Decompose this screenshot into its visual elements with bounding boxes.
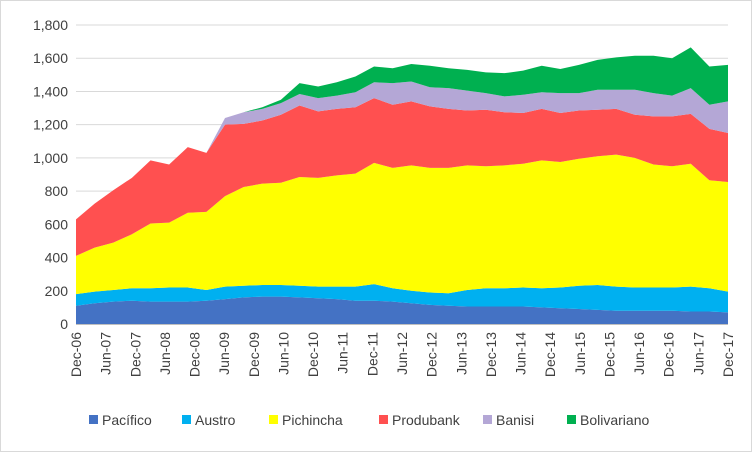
area-produbank <box>76 98 728 256</box>
legend-swatch-bolivariano <box>567 415 576 424</box>
x-tick-label: Dec-11 <box>364 332 380 376</box>
y-tick-label: 1,400 <box>33 83 68 99</box>
x-tick-label: Dec-08 <box>187 332 203 377</box>
x-tick-label: Jun-09 <box>216 332 232 375</box>
y-tick-label: 400 <box>45 250 69 266</box>
legend-label-banisi: Banisi <box>496 412 534 428</box>
legend-swatch-austro <box>182 415 191 424</box>
x-tick-label: Jun-10 <box>275 332 291 375</box>
x-tick-label: Jun-17 <box>690 332 706 375</box>
area-pacifico <box>76 296 728 324</box>
x-tick-label: Dec-07 <box>127 332 143 377</box>
x-tick-labels: Dec-06 Jun-07 Dec-07 Jun-08 Dec-08 Jun-09 Dec-… <box>68 332 736 377</box>
y-tick-label: 1,600 <box>33 50 68 66</box>
x-tick-label: Dec-09 <box>246 332 262 377</box>
x-tick-label: Dec-15 <box>601 332 617 377</box>
legend-swatch-pacifico <box>89 415 98 424</box>
legend: Pacífico Austro Pichincha Produbank Banisi Bo… <box>89 412 649 428</box>
x-tick-label: Jun-08 <box>157 332 173 375</box>
legend-label-bolivariano: Bolivariano <box>580 412 649 428</box>
y-tick-label: 200 <box>45 283 69 299</box>
legend-swatch-produbank <box>379 415 388 424</box>
x-tick-label: Jun-13 <box>453 332 469 375</box>
x-tick-label: Dec-10 <box>305 332 321 377</box>
y-tick-labels: 0 200 400 600 800 1,000 1,200 1,400 1,600 1,800 <box>33 17 68 332</box>
x-tick-label: Jun-11 <box>335 332 351 374</box>
y-tick-label: 800 <box>45 183 69 199</box>
legend-label-pichincha: Pichincha <box>282 412 343 428</box>
x-tick-label: Jun-12 <box>394 332 410 375</box>
x-tick-label: Jun-15 <box>572 332 588 375</box>
y-tick-label: 600 <box>45 216 69 232</box>
x-tick-label: Dec-12 <box>424 332 440 377</box>
y-tick-label: 1,800 <box>33 17 68 33</box>
x-tick-label: Jun-14 <box>513 332 529 375</box>
legend-swatch-banisi <box>483 415 492 424</box>
series-areas <box>76 47 728 324</box>
y-tick-label: 1,200 <box>33 117 68 133</box>
legend-label-austro: Austro <box>195 412 236 428</box>
area-banisi <box>76 81 728 220</box>
x-tick-label: Dec-06 <box>68 332 84 377</box>
legend-label-pacifico: Pacífico <box>102 412 152 428</box>
area-bolivariano <box>76 47 728 220</box>
x-tick-label: Jun-16 <box>631 332 647 375</box>
y-tick-label: 0 <box>60 316 68 332</box>
x-tick-label: Dec-13 <box>483 332 499 377</box>
x-tick-label: Dec-14 <box>542 332 558 377</box>
legend-label-produbank: Produbank <box>392 412 461 428</box>
x-tick-label: Jun-07 <box>98 332 114 375</box>
area-austro <box>76 284 728 313</box>
x-tick-label: Dec-17 <box>720 332 736 377</box>
y-tick-label: 1,000 <box>33 150 68 166</box>
area-pichincha <box>76 154 728 295</box>
x-tick-label: Dec-16 <box>661 332 677 377</box>
legend-swatch-pichincha <box>269 415 278 424</box>
